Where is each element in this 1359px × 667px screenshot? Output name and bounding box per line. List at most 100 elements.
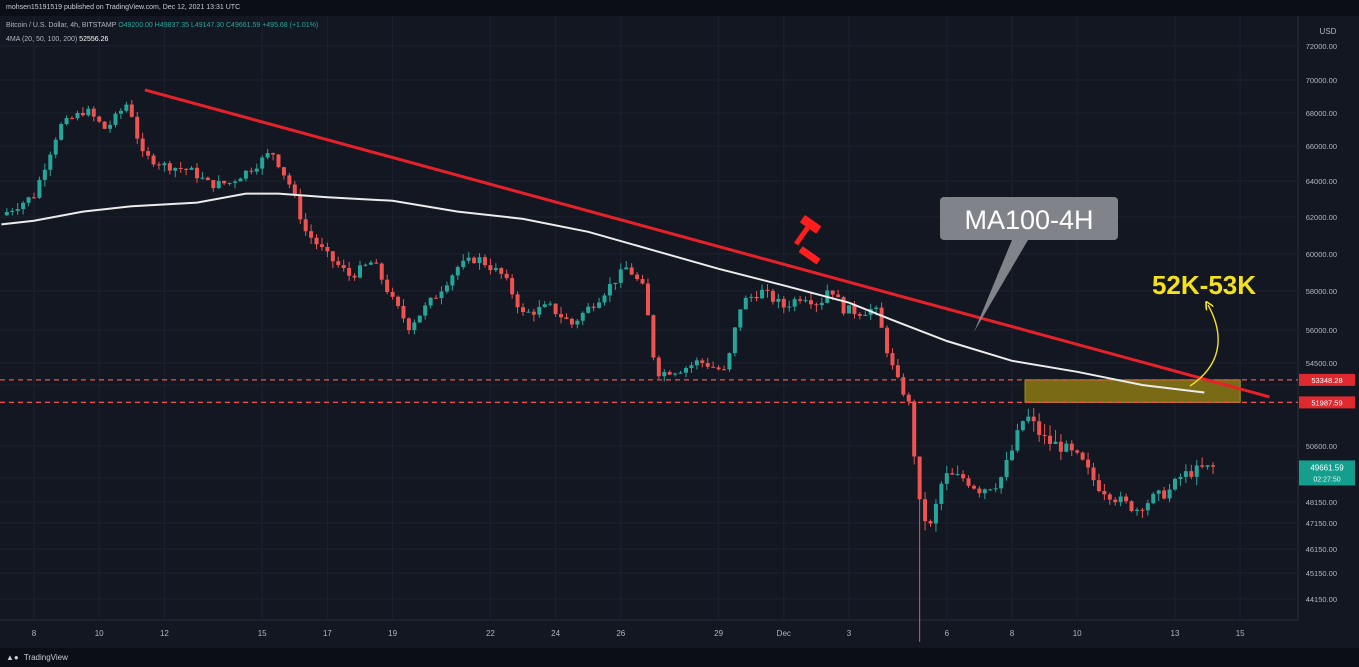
candle-body <box>97 116 102 122</box>
candle-body <box>249 170 254 172</box>
gavel-head <box>800 215 821 234</box>
candle-body <box>1134 509 1139 511</box>
candle-body <box>814 304 819 306</box>
price-level-badge-text: 53348.28 <box>1311 376 1342 385</box>
candle-body <box>944 473 949 484</box>
candle-body <box>722 369 727 371</box>
footer-brand: TradingView <box>23 653 68 662</box>
candle-body <box>977 488 982 494</box>
symbol-legend[interactable]: Bitcoin / U.S. Dollar, 4h, BITSTAMP O492… <box>6 22 318 29</box>
candle-body <box>553 303 558 315</box>
candle-body <box>368 262 373 265</box>
candle-body <box>885 327 890 354</box>
candle-body <box>173 167 178 171</box>
candle-body <box>559 314 564 318</box>
candle-body <box>178 167 183 169</box>
candle-body <box>1075 450 1080 453</box>
candle-body <box>1129 501 1134 511</box>
publish-info: mohsen15191519 published on TradingView.… <box>0 0 1359 16</box>
candle-body <box>439 291 444 299</box>
candle-body <box>227 182 232 184</box>
x-tick-label: 17 <box>323 629 332 638</box>
candle-body <box>129 104 134 117</box>
candle-body <box>1156 490 1161 494</box>
candle-body <box>727 353 732 370</box>
candle-body <box>374 262 379 264</box>
candle-body <box>195 167 199 179</box>
resistance-zone <box>1024 379 1241 403</box>
candle-body <box>624 267 629 270</box>
candle-body <box>417 315 422 323</box>
candle-body <box>314 237 319 245</box>
x-tick-label: 29 <box>714 629 723 638</box>
candle-body <box>86 108 91 116</box>
candle-body <box>906 394 911 402</box>
candle-body <box>1194 465 1199 477</box>
candle-body <box>336 261 341 266</box>
candle-body <box>928 521 933 524</box>
candle-body <box>694 360 699 366</box>
candle-body <box>434 297 439 299</box>
candle-body <box>254 168 259 172</box>
candle-body <box>64 118 69 125</box>
candle-body <box>1069 443 1074 451</box>
candle-body <box>966 478 971 486</box>
y-tick-label: 62000.00 <box>1306 213 1337 222</box>
x-tick-label: 8 <box>1010 629 1015 638</box>
candle-body <box>271 153 276 155</box>
ma-callout-pointer <box>974 240 1028 332</box>
y-tick-label: 54500.00 <box>1306 359 1337 368</box>
candle-body <box>276 154 281 168</box>
candle-body <box>26 197 31 203</box>
candle-body <box>770 290 775 302</box>
candle-body <box>472 257 477 264</box>
candle-body <box>684 368 688 373</box>
candle-body <box>678 372 683 374</box>
candle-body <box>48 154 53 170</box>
candle-body <box>1096 480 1101 492</box>
candle-body <box>1118 496 1123 503</box>
y-tick-label: 70000.00 <box>1306 76 1337 85</box>
candle-body <box>216 180 221 189</box>
ma-legend[interactable]: 4MA (20, 50, 100, 200) 52556.26 <box>6 36 108 43</box>
price-level-badge-text: 51987.59 <box>1311 398 1342 407</box>
descending-trendline <box>144 88 1270 399</box>
candle-body <box>521 307 525 313</box>
ma-legend-value: 52556.26 <box>79 36 109 43</box>
candle-body <box>923 499 928 522</box>
candle-body <box>1004 460 1009 478</box>
candle-body <box>591 306 596 308</box>
candle-body <box>776 298 781 302</box>
price-axis[interactable] <box>1298 16 1359 648</box>
candle-body <box>363 264 368 266</box>
target-zone-label: 52K-53K <box>1152 270 1256 300</box>
candle-body <box>895 365 900 378</box>
candle-body <box>1200 465 1205 467</box>
candle-body <box>798 299 803 301</box>
candle-body <box>1080 452 1085 460</box>
candle-body <box>455 267 460 276</box>
x-tick-label: 10 <box>1073 629 1082 638</box>
candle-body <box>765 289 770 291</box>
candle-body <box>401 305 406 319</box>
candle-body <box>857 314 862 316</box>
candle-body <box>1010 450 1014 461</box>
candle-body <box>732 327 737 354</box>
footer-bar: ▲● TradingView <box>0 648 1359 667</box>
candle-body <box>488 265 493 271</box>
candle-body <box>890 353 895 366</box>
y-tick-label: 47150.00 <box>1306 519 1337 528</box>
candle-body <box>184 168 189 170</box>
candle-body <box>1107 494 1112 500</box>
candle-body <box>993 488 998 490</box>
candle-body <box>749 296 754 298</box>
currency-label: USD <box>1320 27 1337 36</box>
candle-body <box>341 265 346 269</box>
candle-body <box>42 169 47 180</box>
price-chart[interactable]: USD 72000.00 70000.00 68000.00 66000.00 6400… <box>0 16 1359 648</box>
candle-body <box>222 180 227 184</box>
candle-body <box>526 311 531 313</box>
candle-body <box>1145 503 1150 511</box>
candle-body <box>852 305 857 315</box>
candle-body <box>466 257 471 261</box>
